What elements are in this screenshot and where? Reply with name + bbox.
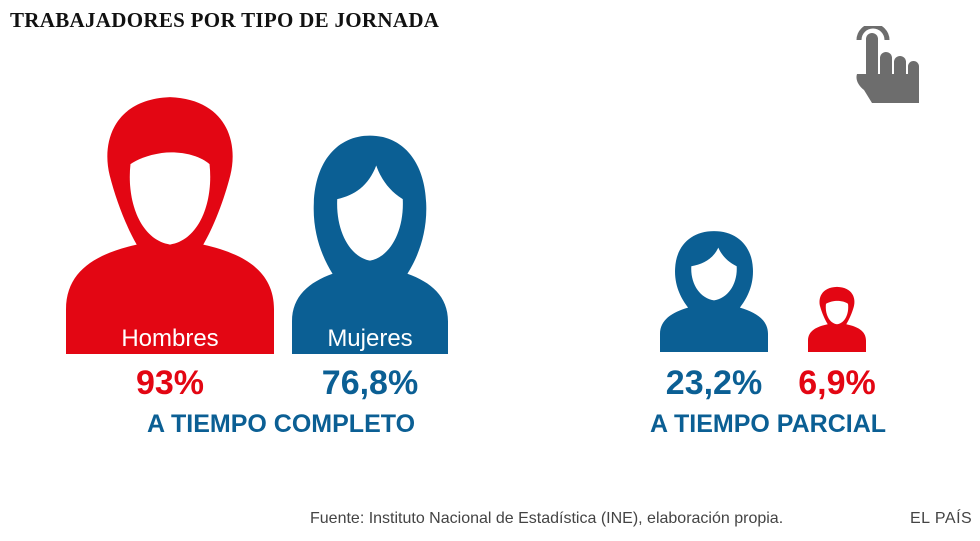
value-label: 6,9% <box>798 364 876 402</box>
pictogram-chart: Hombres 93% Mujeres 76,8% A TIEMPO COMPLETO 2… <box>66 97 886 438</box>
male-person-icon <box>808 286 866 352</box>
female-person-icon <box>292 135 448 354</box>
series-name-label: Hombres <box>121 325 218 352</box>
male-person-icon <box>66 97 274 355</box>
chart-title: TRABAJADORES POR TIPO DE JORNADA <box>10 8 440 32</box>
tap-hand-icon[interactable] <box>855 23 935 108</box>
series-name-label: Mujeres <box>327 325 412 352</box>
group-label: A TIEMPO PARCIAL <box>650 410 886 438</box>
group-label: A TIEMPO COMPLETO <box>147 410 415 438</box>
value-label: 23,2% <box>666 364 762 402</box>
value-label: 93% <box>136 364 204 402</box>
female-person-icon <box>660 231 768 352</box>
source-note: Fuente: Instituto Nacional de Estadístic… <box>310 510 784 527</box>
value-label: 76,8% <box>322 364 418 402</box>
brand-label: EL PAÍS <box>910 510 973 527</box>
